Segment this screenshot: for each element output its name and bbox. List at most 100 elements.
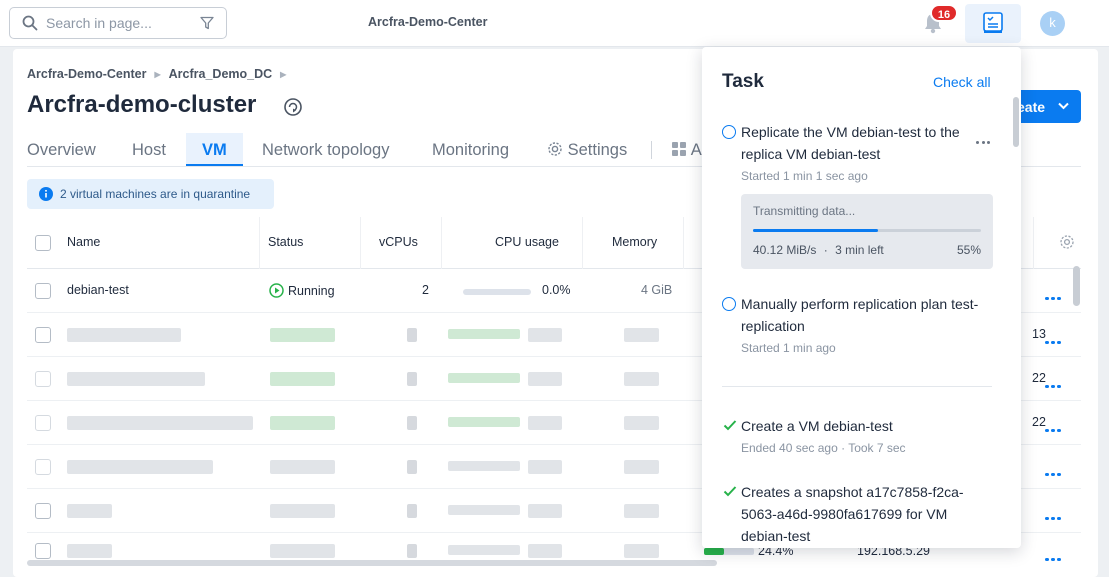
chevron-down-icon xyxy=(1058,102,1069,110)
breadcrumb-datacenter[interactable]: Arcfra_Demo_DC xyxy=(168,67,273,81)
tab-settings[interactable]: Settings xyxy=(547,133,627,166)
column-name[interactable]: Name xyxy=(67,235,101,249)
redacted-status xyxy=(270,544,335,558)
search-box[interactable] xyxy=(9,7,227,39)
row-checkbox[interactable] xyxy=(35,283,51,299)
row-checkbox[interactable] xyxy=(35,415,51,431)
task-item[interactable]: Replicate the VM debian-test to the repl… xyxy=(722,121,992,191)
task-more-icon[interactable] xyxy=(976,131,994,144)
redacted-name xyxy=(67,416,253,430)
tab-overview[interactable]: Overview xyxy=(27,141,96,159)
redacted-vcpus xyxy=(407,460,417,474)
column-divider xyxy=(441,217,442,269)
row-more-icon[interactable] xyxy=(1045,509,1065,520)
tab-divider xyxy=(651,141,652,159)
column-vcpus[interactable]: vCPUs xyxy=(379,235,418,249)
breadcrumb-center[interactable]: Arcfra-Demo-Center xyxy=(27,67,147,81)
row-more-icon[interactable] xyxy=(1045,289,1065,300)
redacted-status xyxy=(270,460,335,474)
redacted-cpu-bar xyxy=(448,373,520,383)
redacted-memory xyxy=(624,416,659,430)
tab-monitoring[interactable]: Monitoring xyxy=(432,141,510,159)
task-item[interactable]: Create a VM debian-test Ended 40 sec ago… xyxy=(722,415,992,465)
redacted-cpu-usage xyxy=(528,460,562,474)
column-memory[interactable]: Memory xyxy=(612,235,658,249)
row-checkbox[interactable] xyxy=(35,543,51,559)
table-row[interactable]: 13 xyxy=(27,313,1081,357)
running-status-icon xyxy=(269,283,284,298)
task-panel-scrollbar[interactable] xyxy=(1013,97,1019,147)
tab-network-topology[interactable]: Network topology xyxy=(262,141,390,159)
redacted-memory xyxy=(624,544,659,558)
progress-rate: 40.12 MiB/s xyxy=(753,243,817,257)
task-center-button[interactable] xyxy=(965,4,1021,43)
column-cpu-usage[interactable]: CPU usage xyxy=(495,235,559,249)
vertical-scrollbar[interactable] xyxy=(1073,266,1080,306)
task-item[interactable]: Creates a snapshot a17c7858-f2ca-5063-a4… xyxy=(722,481,992,548)
redacted-cpu-bar xyxy=(448,545,520,555)
tab-vm[interactable]: VM xyxy=(186,133,243,166)
notification-badge: 16 xyxy=(930,4,958,22)
breadcrumb-separator-icon: ▶ xyxy=(154,69,161,79)
check-all-link[interactable]: Check all xyxy=(933,74,991,90)
usage-bar xyxy=(704,548,754,555)
row-checkbox[interactable] xyxy=(35,503,51,519)
vm-name[interactable]: debian-test xyxy=(67,283,129,297)
vm-table: Name Status vCPUs CPU usage Memory debia… xyxy=(27,217,1081,577)
task-panel: Task Check all Replicate the VM debian-t… xyxy=(702,47,1021,548)
tab-bar: Overview Host VM Network topology Monito… xyxy=(27,133,1081,167)
redacted-memory xyxy=(624,372,659,386)
redacted-status xyxy=(270,328,335,342)
progress-percent: 55% xyxy=(956,243,981,257)
search-icon xyxy=(22,15,38,31)
progress-track xyxy=(753,229,981,232)
row-checkbox[interactable] xyxy=(35,327,51,343)
vm-cpu-usage: 0.0% xyxy=(542,283,571,297)
tab-settings-label: Settings xyxy=(567,141,628,159)
row-checkbox[interactable] xyxy=(35,459,51,475)
table-header: Name Status vCPUs CPU usage Memory xyxy=(27,217,1081,269)
select-all-checkbox[interactable] xyxy=(35,235,51,251)
task-subtitle: Started 1 min ago xyxy=(741,341,836,355)
column-status[interactable]: Status xyxy=(268,235,304,249)
redacted-status xyxy=(270,504,335,518)
tab-apps[interactable]: A xyxy=(672,133,702,166)
filter-icon[interactable] xyxy=(200,16,214,30)
grid-icon xyxy=(672,142,686,156)
progress-speed: 40.12 MiB/s · 3 min left xyxy=(753,243,884,257)
row-checkbox[interactable] xyxy=(35,371,51,387)
redacted-name xyxy=(67,372,205,386)
redacted-name xyxy=(67,544,112,558)
redacted-status xyxy=(270,416,335,430)
row-more-icon[interactable] xyxy=(1045,333,1065,344)
task-title: Creates a snapshot a17c7858-f2ca-5063-a4… xyxy=(741,484,964,544)
row-more-icon[interactable] xyxy=(1045,377,1065,388)
table-row[interactable]: 22 xyxy=(27,357,1081,401)
progress-label: Transmitting data... xyxy=(753,204,856,218)
row-more-icon[interactable] xyxy=(1045,421,1065,432)
tab-apps-label: A xyxy=(690,141,702,159)
refresh-icon[interactable] xyxy=(283,97,303,117)
redacted-vcpus xyxy=(407,544,417,558)
task-subtitle: Started 1 min 1 sec ago xyxy=(741,169,868,183)
horizontal-scrollbar[interactable] xyxy=(27,560,717,566)
user-avatar[interactable]: k xyxy=(1040,11,1065,36)
task-subtitle: Ended 40 sec ago · Took 7 sec xyxy=(741,441,906,455)
redacted-vcpus xyxy=(407,416,417,430)
table-row[interactable]: debian-test Running 2 0.0% 4 GiB xyxy=(27,269,1081,313)
search-input[interactable] xyxy=(46,13,196,33)
tab-host[interactable]: Host xyxy=(132,141,166,159)
row-more-icon[interactable] xyxy=(1045,550,1065,561)
cpu-usage-bar xyxy=(463,289,531,295)
task-item[interactable]: Manually perform replication plan test-r… xyxy=(722,293,992,363)
row-more-icon[interactable] xyxy=(1045,465,1065,476)
breadcrumb-separator-icon: ▶ xyxy=(280,69,287,79)
redacted-memory xyxy=(624,328,659,342)
running-task-icon xyxy=(722,125,736,139)
column-settings-gear-icon[interactable] xyxy=(1059,234,1075,250)
table-row[interactable] xyxy=(27,489,1081,533)
task-title: Manually perform replication plan test-r… xyxy=(741,296,979,334)
table-row[interactable] xyxy=(27,445,1081,489)
page-title: Arcfra-demo-cluster xyxy=(27,91,257,118)
table-row[interactable]: 22 xyxy=(27,401,1081,445)
